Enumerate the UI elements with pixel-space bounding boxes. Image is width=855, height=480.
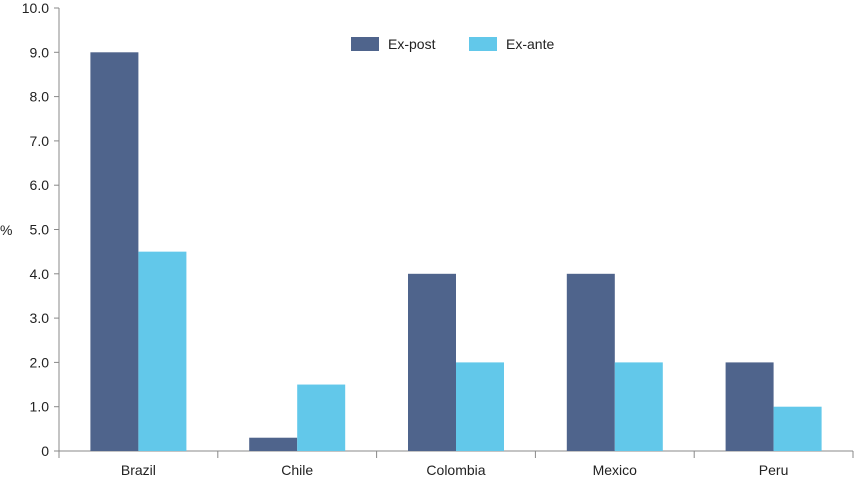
y-axis-label: % <box>0 222 12 238</box>
x-tick-label: Brazil <box>121 462 156 478</box>
y-tick-label: 7.0 <box>30 133 50 149</box>
bar-ex-ante-mexico <box>614 362 663 451</box>
bar-ex-ante-brazil <box>138 251 187 451</box>
bar-ex-post-chile <box>249 437 298 451</box>
y-tick-label: 5.0 <box>30 222 50 238</box>
bar-ex-ante-chile <box>297 384 346 451</box>
legend: Ex-post Ex-ante <box>351 36 554 52</box>
legend-label: Ex-post <box>388 36 436 52</box>
bar-ex-post-colombia <box>408 273 456 451</box>
y-axis: 0 1.0 2.0 3.0 4.0 5.0 6.0 7.0 8.0 9.0 10.0 <box>22 0 60 459</box>
bars <box>90 52 822 452</box>
y-tick-label: 6.0 <box>30 177 50 193</box>
y-tick-label: 10.0 <box>22 0 49 16</box>
bar-ex-ante-peru <box>773 406 822 451</box>
y-tick-label: 2.0 <box>30 354 50 370</box>
bar-ex-ante-colombia <box>456 362 504 451</box>
x-tick-label: Colombia <box>426 462 485 478</box>
y-tick-label: 0 <box>41 443 49 459</box>
y-tick-label: 9.0 <box>30 44 50 60</box>
y-tick-label: 3.0 <box>30 310 50 326</box>
x-axis: Brazil Chile Colombia Mexico Peru <box>58 450 854 478</box>
x-tick-label: Mexico <box>593 462 638 478</box>
bar-ex-post-mexico <box>566 273 615 451</box>
x-tick-label: Peru <box>759 462 789 478</box>
legend-swatch <box>469 37 497 51</box>
legend-label: Ex-ante <box>506 36 554 52</box>
y-tick-label: 4.0 <box>30 266 50 282</box>
bar-ex-post-brazil <box>90 52 139 452</box>
y-tick-label: 1.0 <box>30 399 50 415</box>
x-tick-label: Chile <box>281 462 313 478</box>
legend-swatch <box>351 37 379 51</box>
y-tick-label: 8.0 <box>30 89 50 105</box>
bar-ex-post-peru <box>725 362 774 451</box>
